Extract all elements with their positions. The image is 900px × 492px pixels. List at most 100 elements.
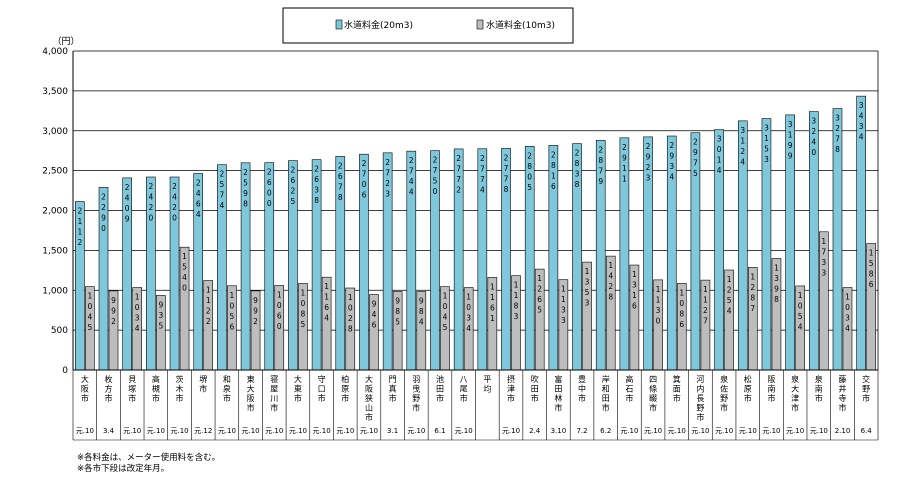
category-label: 羽曳野市 <box>412 375 420 413</box>
category-label: 摂津市 <box>507 374 515 403</box>
revision-label: 元.10 <box>715 427 733 435</box>
category-label: 堺市 <box>199 374 207 394</box>
category-label: 高石市 <box>625 374 633 403</box>
category-label: 東大阪市 <box>247 374 255 413</box>
category-label: 松原市 <box>744 374 752 403</box>
revision-label: 元.10 <box>407 427 425 435</box>
category-label: 岸和田市 <box>602 375 610 413</box>
revision-label: 元.10 <box>313 427 331 435</box>
revision-label: 元.10 <box>644 427 662 435</box>
category-label: 貝塚市 <box>128 375 136 403</box>
category-label: 守口市 <box>318 374 326 403</box>
category-label: 門真市 <box>389 375 397 403</box>
y-tick-label: 2,500 <box>42 167 68 177</box>
category-label: 茨木市 <box>176 374 184 403</box>
category-label: 富田林市 <box>554 374 562 413</box>
category-label: 枚方市 <box>105 374 113 403</box>
revision-label: 元.10 <box>620 427 638 435</box>
legend-label-10m3: 水道料金(10m3) <box>486 19 555 31</box>
revision-label: 元.10 <box>265 427 283 435</box>
category-label: 泉大津市 <box>791 374 799 413</box>
revision-label: 元.10 <box>668 427 686 435</box>
legend-box <box>282 7 574 44</box>
revision-label: 元.10 <box>147 427 165 435</box>
revision-label: 元.10 <box>289 427 307 435</box>
revision-label: 元.10 <box>242 427 260 435</box>
revision-label: 3.10 <box>551 427 567 435</box>
y-unit-label: （円） <box>52 36 79 47</box>
revision-label: 6.4 <box>861 427 873 435</box>
revision-label: 元.10 <box>739 427 757 435</box>
category-label: 河内長野市 <box>696 374 704 422</box>
revision-label: 2.4 <box>529 427 541 435</box>
footnote-2: ※各市下段は改定年月。 <box>77 464 170 474</box>
category-label: 大阪狭山市 <box>365 374 373 422</box>
category-label: 吹田市 <box>531 374 539 403</box>
legend-swatch-10m3 <box>476 19 484 30</box>
revision-label: 7.2 <box>576 427 587 435</box>
category-label: 平均 <box>483 375 491 394</box>
y-tick-label: 1,500 <box>42 246 68 256</box>
revision-label: 2.10 <box>835 427 851 435</box>
category-label: 交野市 <box>862 374 870 403</box>
revision-label: 6.2 <box>600 427 611 435</box>
revision-label: 3.1 <box>387 427 398 435</box>
category-label: 豊中市 <box>578 374 586 403</box>
y-tick-label: 500 <box>51 326 68 336</box>
revision-label: 元.10 <box>360 427 378 435</box>
revision-label: 元.10 <box>762 427 780 435</box>
category-label: 大東市 <box>294 374 302 403</box>
category-label: 八尾市 <box>460 375 468 403</box>
footnote-1: ※各料金は、メーター使用料を含む。 <box>77 453 221 463</box>
category-label: 池田市 <box>436 374 444 403</box>
revision-label: 元.10 <box>691 427 709 435</box>
bar-20m3 <box>666 135 677 371</box>
revision-label: 元.10 <box>123 427 141 435</box>
